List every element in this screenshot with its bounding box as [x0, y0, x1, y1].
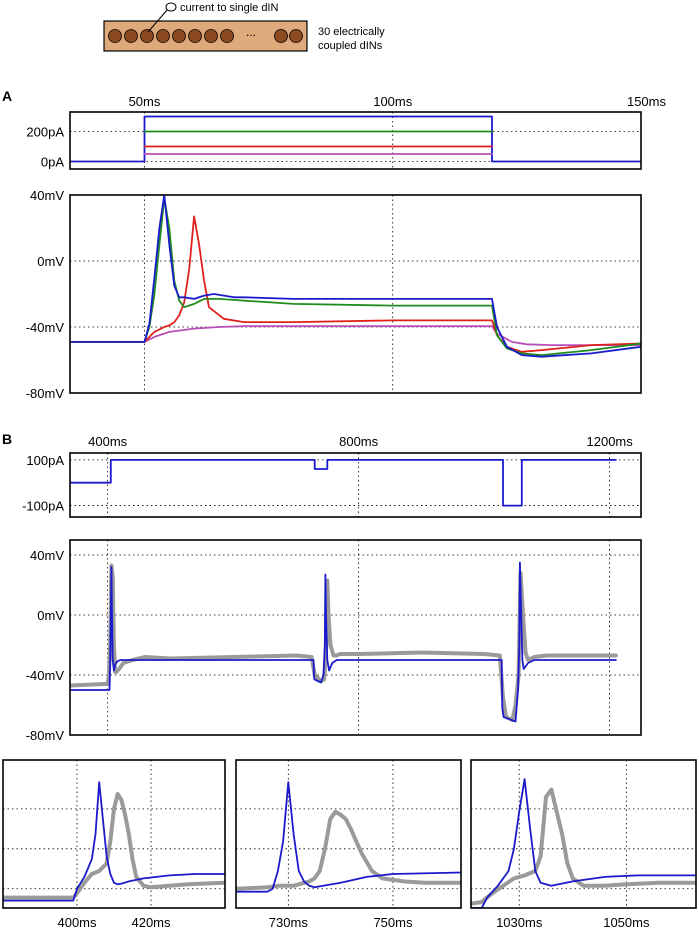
y-tick-label: 0mV [37, 254, 64, 269]
y-tick-label: 100pA [26, 453, 64, 468]
y-tick-label: 40mV [30, 188, 64, 203]
y-tick-label: -80mV [26, 386, 65, 401]
neuron-cell-icon [124, 29, 138, 43]
x-tick-label: 730ms [269, 915, 309, 930]
panel-label-b: B [2, 431, 12, 447]
ellipsis: ... [246, 25, 256, 39]
neuron-cell-icon [156, 29, 170, 43]
zoom-1-series-gray [3, 792, 225, 900]
a-voltage-plot: -80mV -40mV 0mV 40mV [26, 188, 642, 401]
x-tick-label: 1200ms [587, 434, 634, 449]
x-tick-label: 800ms [339, 434, 379, 449]
neuron-cell-icon [108, 29, 122, 43]
zoom-1-series-blue [3, 781, 225, 902]
b-current-series-blue [70, 458, 617, 507]
x-tick-label: 420ms [131, 915, 171, 930]
a-current-series-blue [70, 115, 641, 163]
neuron-cell-icon [140, 29, 154, 43]
zoom-2-series-gray [236, 809, 461, 891]
a-voltage-series-magenta [70, 325, 641, 347]
x-tick-label: 1030ms [496, 915, 543, 930]
schematic: ... current to single dIN 30 electricall… [103, 2, 385, 52]
y-tick-label: -40mV [26, 320, 65, 335]
neuron-cell-icon [172, 29, 186, 43]
zoom-2-series-blue [236, 781, 461, 893]
x-tick-label: 400ms [57, 915, 97, 930]
b-current-frame [69, 452, 642, 518]
x-tick-label: 150ms [627, 94, 667, 109]
zoom-2-frame [235, 759, 462, 909]
b-current-plot: -100pA 100pA 400ms 800ms 1200ms [22, 434, 642, 518]
y-tick-label: -80mV [26, 728, 65, 743]
zoom-3-frame [470, 759, 697, 909]
zoom-1-plot: 400ms 420ms [2, 759, 226, 930]
x-tick-label: 50ms [129, 94, 161, 109]
b-voltage-series-blue [70, 561, 617, 723]
a-voltage-frame [69, 194, 642, 394]
zoom-3-plot: 1030ms 1050ms [470, 759, 697, 930]
y-tick-label: 0mV [37, 608, 64, 623]
zoom-3-series-blue [471, 778, 696, 908]
y-tick-label: 40mV [30, 548, 64, 563]
y-tick-label: -100pA [22, 499, 64, 514]
electrode-label: current to single dIN [180, 2, 278, 14]
x-tick-label: 400ms [88, 434, 128, 449]
a-current-frame [69, 111, 642, 170]
y-tick-label: -40mV [26, 668, 65, 683]
neuron-cell-icon [220, 29, 234, 43]
neuron-cell-icon [204, 29, 218, 43]
x-tick-label: 100ms [373, 94, 413, 109]
zoom-1-frame [2, 759, 226, 909]
b-voltage-frame [69, 539, 642, 736]
b-voltage-series-gray [70, 563, 618, 722]
x-tick-label: 1050ms [603, 915, 650, 930]
neuron-cell-icon [289, 29, 303, 43]
zoom-3-series-gray [471, 787, 696, 906]
electrode-tip-icon [165, 2, 177, 12]
a-current-plot: 0pA 200pA 50ms 100ms 150ms [26, 94, 666, 170]
x-tick-label: 750ms [373, 915, 413, 930]
neuron-cell-icon [274, 29, 288, 43]
zoom-2-plot: 730ms 750ms [235, 759, 462, 930]
neuron-cell-icon [188, 29, 202, 43]
a-voltage-series-blue [70, 195, 641, 358]
neuron-label-line2: coupled dINs [318, 40, 383, 52]
electrode [147, 8, 169, 33]
neuron-label-line1: 30 electrically [318, 26, 385, 38]
y-tick-label: 0pA [41, 155, 64, 170]
y-tick-label: 200pA [26, 125, 64, 140]
b-voltage-plot: -80mV -40mV 0mV 40mV [26, 539, 642, 743]
panel-label-a: A [2, 88, 12, 104]
